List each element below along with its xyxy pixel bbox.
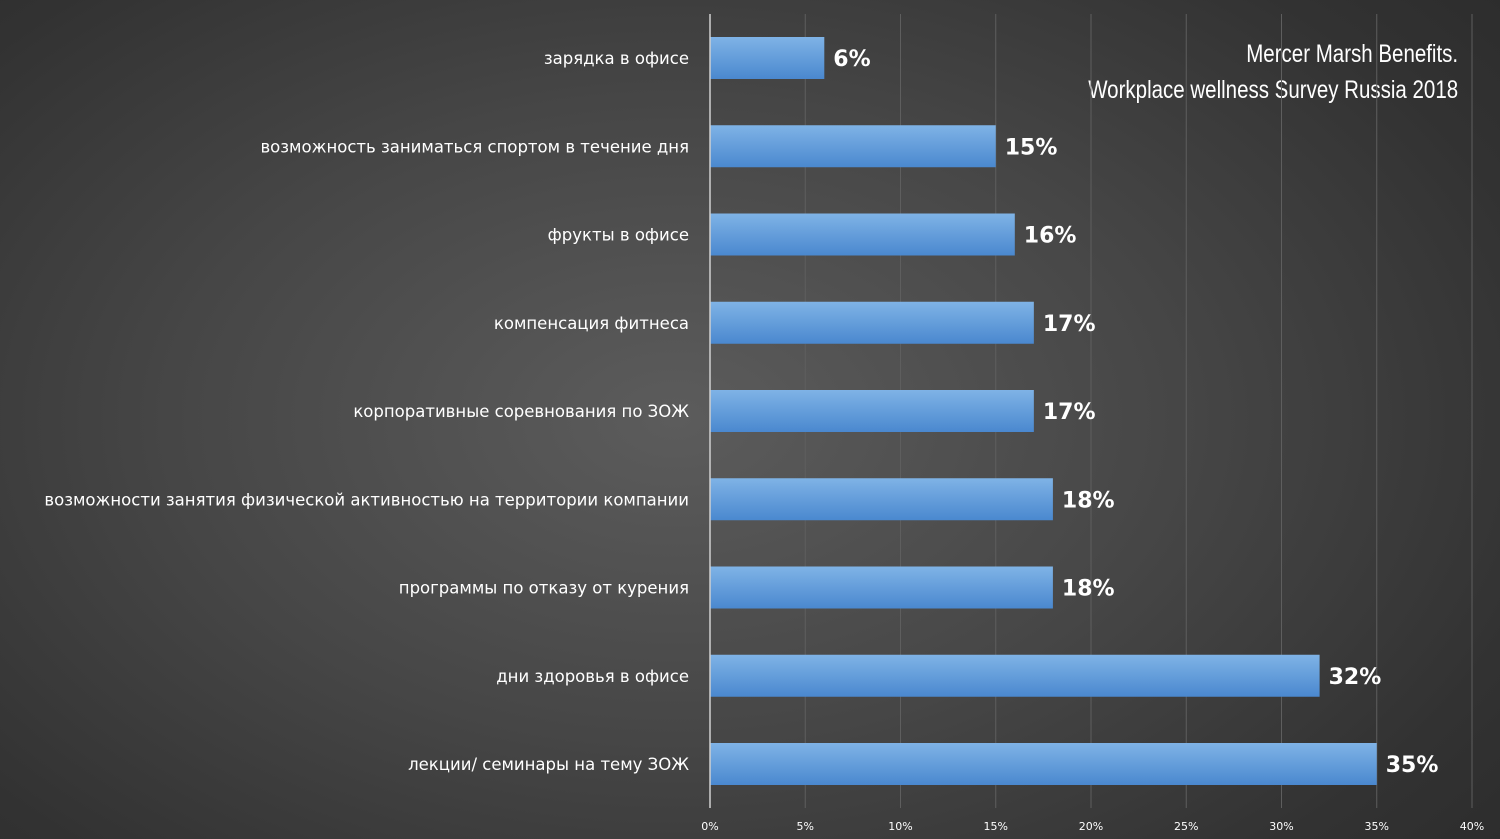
category-label: дни здоровья в офисе (496, 667, 689, 686)
category-label: программы по отказу от курения (399, 579, 689, 598)
x-tick-label: 30% (1269, 820, 1293, 833)
x-tick-label: 0% (701, 820, 718, 833)
category-label: лекции/ семинары на тему ЗОЖ (408, 755, 689, 774)
bar (710, 743, 1377, 785)
bar (710, 654, 1320, 697)
data-label: 17% (1043, 312, 1096, 337)
bar (710, 301, 1034, 344)
x-tick-label: 5% (797, 820, 814, 833)
data-label: 6% (833, 47, 870, 72)
bar (710, 566, 1053, 609)
x-tick-label: 10% (888, 820, 912, 833)
data-label: 18% (1062, 577, 1115, 602)
category-label: корпоративные соревнования по ЗОЖ (353, 402, 689, 421)
x-tick-label: 25% (1174, 820, 1198, 833)
chart-title-line-2: Workplace wellness Survey Russia 2018 (1088, 76, 1458, 104)
category-label: возможности занятия физической активност… (44, 490, 689, 509)
bar (710, 37, 825, 79)
category-label: возможность заниматься спортом в течение… (260, 137, 689, 156)
bar (710, 390, 1034, 432)
x-tick-label: 35% (1365, 820, 1389, 833)
data-label: 32% (1329, 665, 1382, 690)
bar (710, 213, 1015, 256)
category-label: фрукты в офисе (548, 226, 689, 245)
chart-title: Mercer Marsh Benefits. Workplace wellnes… (1088, 36, 1458, 108)
x-tick-label: 20% (1079, 820, 1103, 833)
x-tick-label: 15% (984, 820, 1008, 833)
bar (710, 478, 1053, 521)
x-tick-label: 40% (1460, 820, 1484, 833)
data-label: 15% (1005, 135, 1058, 160)
bar (710, 125, 996, 168)
data-label: 16% (1024, 224, 1077, 249)
data-label: 18% (1062, 488, 1115, 513)
data-label: 17% (1043, 400, 1096, 425)
category-label: зарядка в офисе (544, 49, 689, 68)
category-label: компенсация фитнеса (494, 314, 689, 333)
data-label: 35% (1386, 753, 1439, 778)
